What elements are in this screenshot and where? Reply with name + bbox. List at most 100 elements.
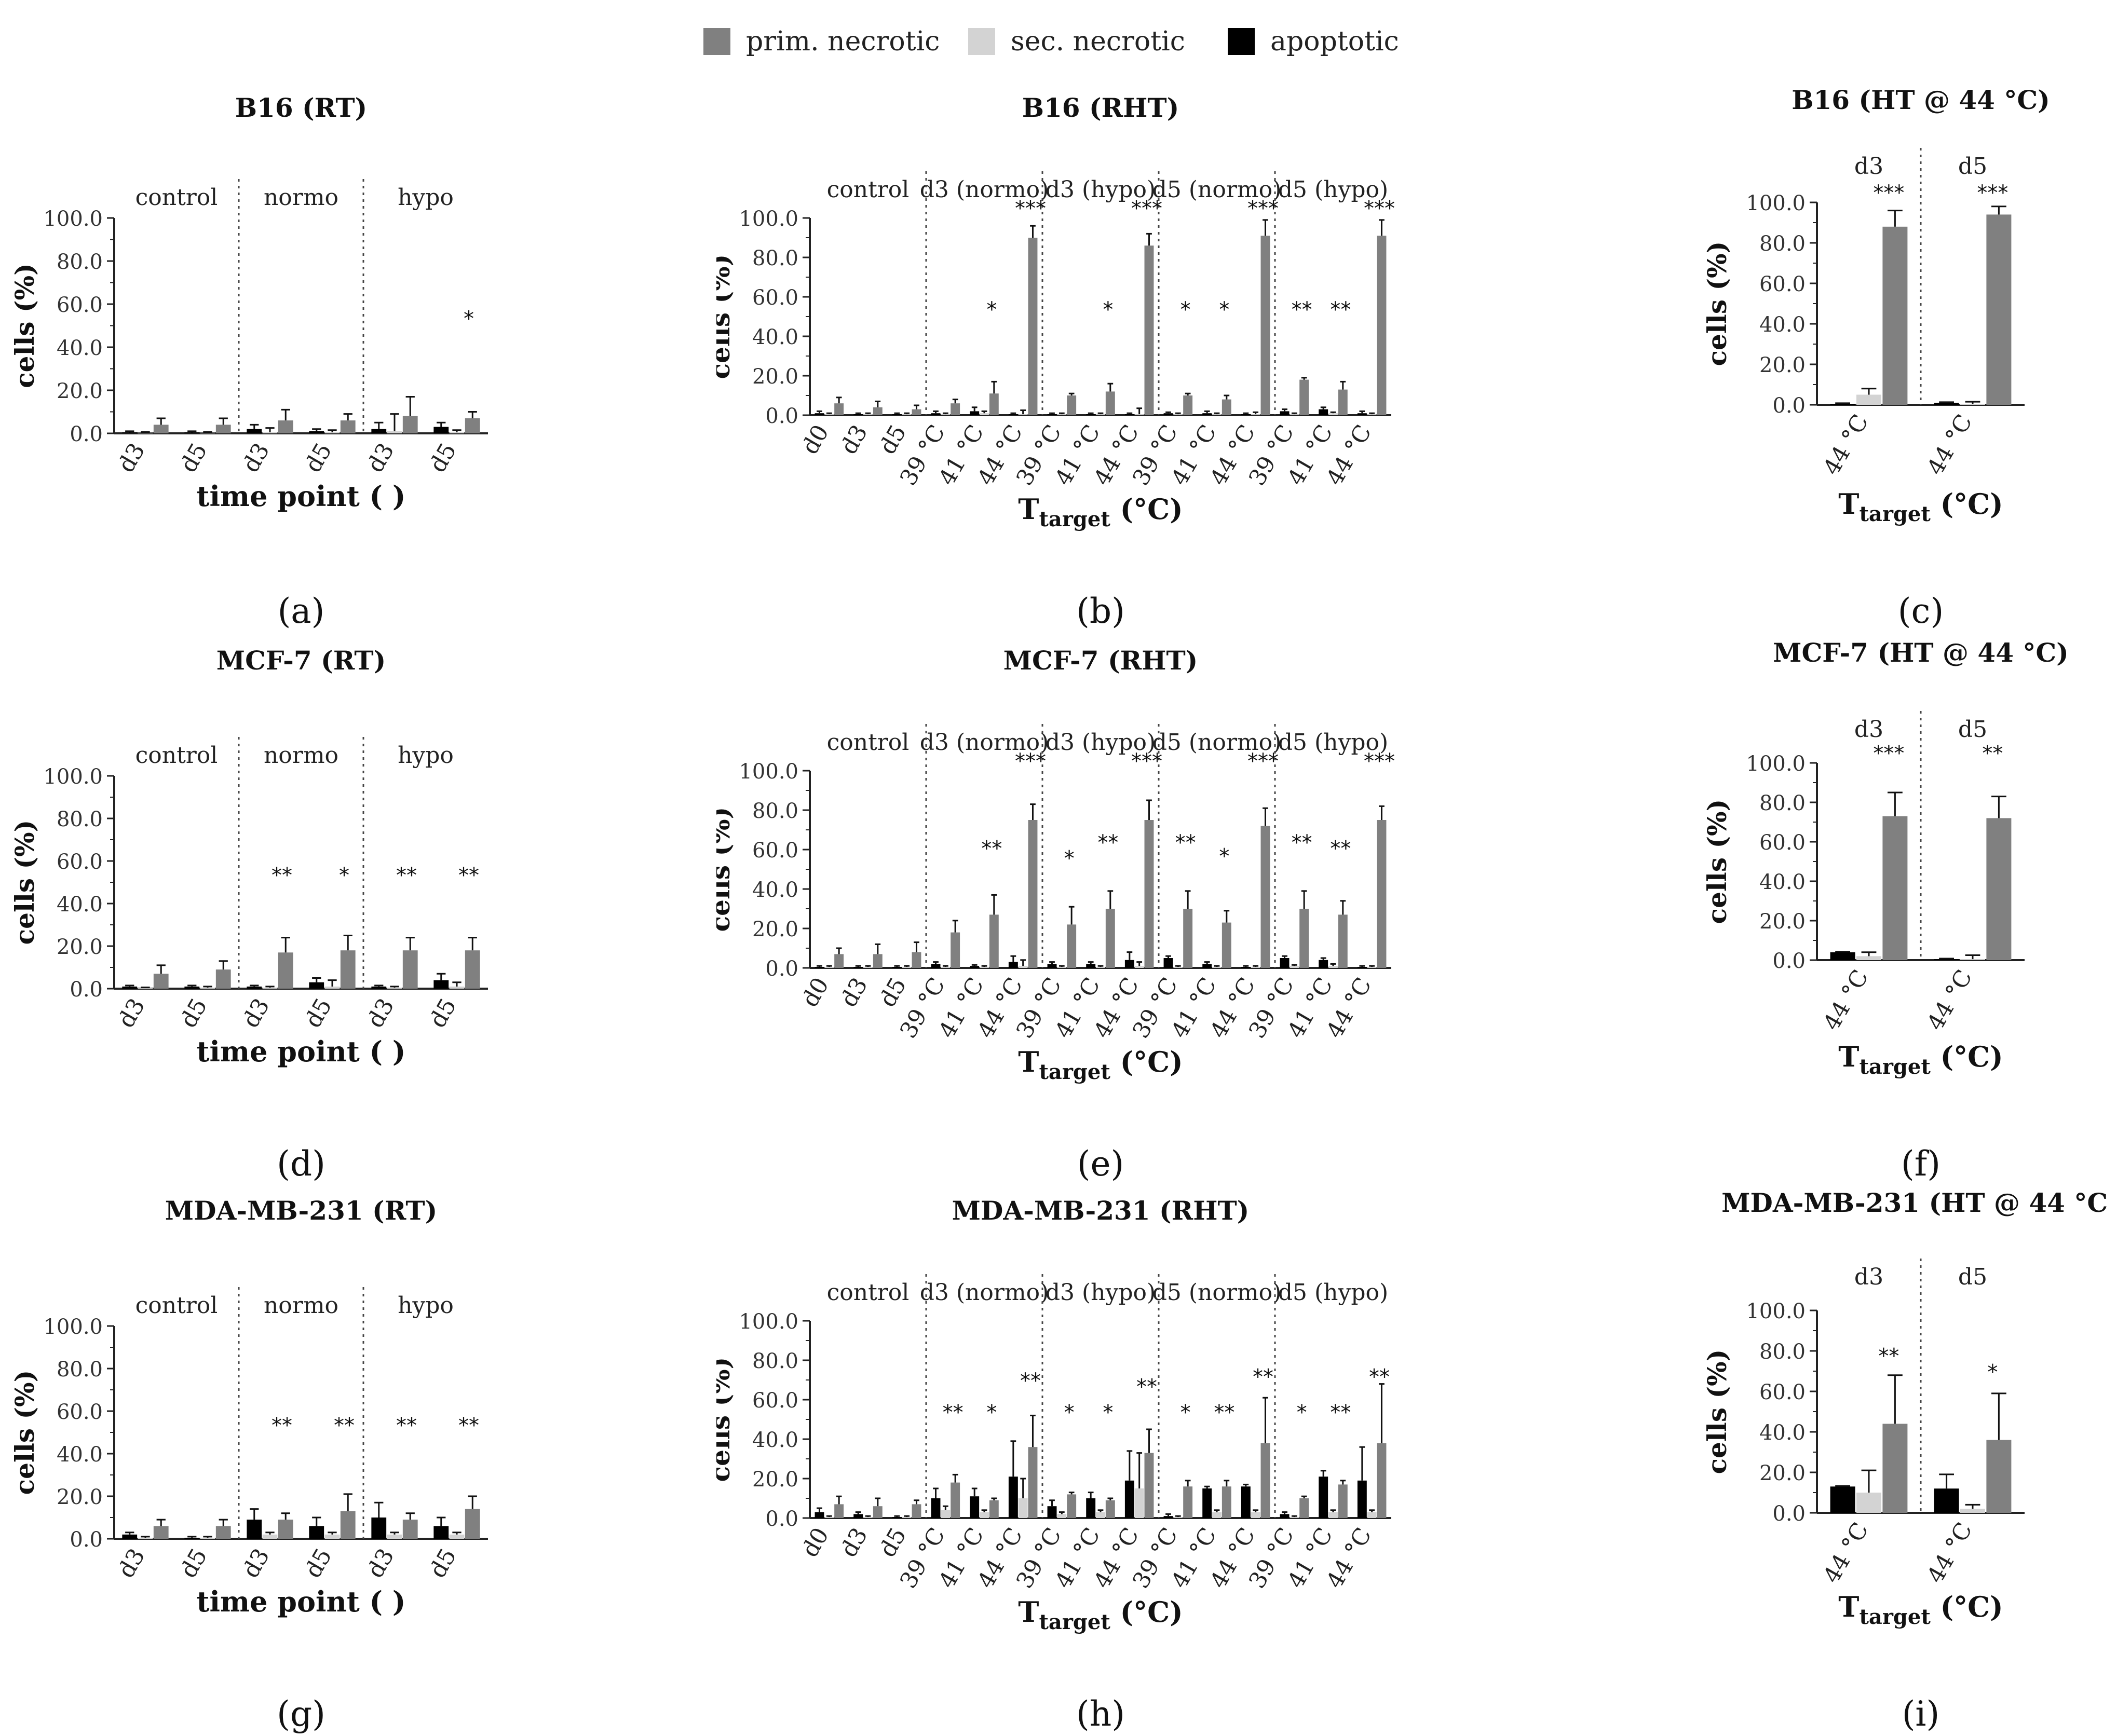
significance-annotation: ** xyxy=(1097,831,1118,855)
bar-apoptotic xyxy=(1319,409,1328,415)
bar-sec-necrotic xyxy=(1328,1512,1338,1518)
x-tick-label: d5 xyxy=(175,994,212,1032)
x-tick-label: d5 xyxy=(300,1544,337,1582)
bar-sec-necrotic xyxy=(262,1534,278,1539)
group-label: control xyxy=(827,1279,910,1306)
y-axis-label: cells (%) xyxy=(10,263,40,388)
bar-prim-necrotic xyxy=(951,403,960,415)
x-tick-label: d5 xyxy=(424,439,462,477)
bar-prim-necrotic xyxy=(1986,1440,2012,1513)
significance-annotation: ** xyxy=(334,1414,355,1438)
bar-apoptotic xyxy=(371,429,387,433)
bar-apoptotic xyxy=(931,1498,941,1518)
bar-prim-necrotic xyxy=(873,954,883,968)
bar-apoptotic xyxy=(1086,1498,1096,1518)
bar-sec-necrotic xyxy=(1134,1488,1144,1518)
chart-title: B16 (RT) xyxy=(235,92,367,123)
y-tick-label: 0.0 xyxy=(1772,949,1806,973)
bar-apoptotic xyxy=(1008,1477,1018,1518)
bar-sec-necrotic xyxy=(200,1537,215,1539)
significance-annotation: ** xyxy=(1369,1365,1390,1389)
bar-prim-necrotic xyxy=(1028,1447,1038,1518)
group-label: d5 (hypo) xyxy=(1278,729,1388,756)
y-tick-label: 60.0 xyxy=(57,1400,103,1424)
bar-sec-necrotic xyxy=(1057,967,1067,968)
bar-prim-necrotic xyxy=(912,1504,921,1518)
bar-apoptotic xyxy=(122,986,138,989)
group-label: d5 xyxy=(1958,1264,1987,1290)
x-axis-label: Ttarget (°C) xyxy=(1838,487,2003,526)
panel-letter: (f) xyxy=(1901,1144,1940,1181)
significance-annotation: ** xyxy=(1175,831,1196,855)
bar-sec-necrotic xyxy=(980,967,989,968)
bar-prim-necrotic xyxy=(1144,820,1154,968)
y-tick-label: 80.0 xyxy=(57,1358,103,1382)
bar-apoptotic xyxy=(853,967,863,968)
bar-prim-necrotic xyxy=(1338,389,1348,415)
x-tick-label: 44 °C xyxy=(1819,965,1874,1035)
chart-title: MDA-MB-231 (HT @ 44 °C) xyxy=(1721,1187,2108,1218)
bar-prim-necrotic xyxy=(1377,820,1387,968)
bar-sec-necrotic xyxy=(1856,394,1881,405)
group-label: control xyxy=(135,184,218,211)
y-tick-label: 0.0 xyxy=(765,404,798,428)
x-tick-label: d3 xyxy=(835,973,873,1011)
bar-apoptotic xyxy=(1241,414,1251,415)
significance-annotation: *** xyxy=(1015,749,1046,773)
chart-svg-d: MCF-7 (RT) 0.0 20.0 40.0 60.0 80.0 100.0 cells … xyxy=(10,645,488,1184)
y-tick-label: 20.0 xyxy=(1759,1461,1806,1485)
bar-sec-necrotic xyxy=(1018,1498,1028,1518)
y-tick-label: 60.0 xyxy=(752,286,798,310)
x-tick-label: d5 xyxy=(424,994,462,1032)
chart-title: MDA-MB-231 (RT) xyxy=(165,1195,438,1226)
significance-annotation: * xyxy=(986,1401,997,1425)
significance-annotation: * xyxy=(464,307,474,331)
group-label: d5 (hypo) xyxy=(1278,176,1388,203)
significance-annotation: ** xyxy=(1330,298,1351,322)
group-label: d3 xyxy=(1854,153,1883,180)
group-label: control xyxy=(135,1292,218,1319)
y-tick-label: 80.0 xyxy=(752,799,798,823)
bar-apoptotic xyxy=(1280,411,1290,415)
y-tick-label: 20.0 xyxy=(752,1468,798,1492)
bar-sec-necrotic xyxy=(863,414,873,415)
x-tick-label: d3 xyxy=(362,1544,399,1582)
bar-apoptotic xyxy=(122,1534,138,1539)
x-tick-label: 44 °C xyxy=(1922,965,1978,1035)
group-label: d5 xyxy=(1958,153,1987,180)
y-tick-label: 100.0 xyxy=(739,1310,798,1334)
bar-sec-necrotic xyxy=(1856,1493,1881,1513)
bar-apoptotic xyxy=(815,1512,824,1518)
bar-prim-necrotic xyxy=(1105,391,1115,415)
y-tick-label: 100.0 xyxy=(1746,192,1806,215)
legend-item-apoptotic: apoptotic xyxy=(1228,21,1399,62)
significance-annotation: * xyxy=(1180,298,1191,322)
bar-sec-necrotic xyxy=(200,987,215,989)
bar-prim-necrotic xyxy=(278,1520,293,1539)
legend-swatch-apoptotic xyxy=(1228,28,1255,55)
bar-prim-necrotic xyxy=(402,416,418,433)
y-tick-label: 20.0 xyxy=(57,379,103,403)
bar-apoptotic xyxy=(1124,960,1134,968)
bar-sec-necrotic xyxy=(1212,1512,1222,1518)
bar-apoptotic xyxy=(853,1514,863,1518)
bar-apoptotic xyxy=(892,967,902,968)
bar-apoptotic xyxy=(815,413,824,415)
bar-sec-necrotic xyxy=(1251,1512,1260,1518)
bar-sec-necrotic xyxy=(138,988,153,989)
x-tick-label: 44 °C xyxy=(1819,1518,1874,1588)
group-label: control xyxy=(135,742,218,769)
y-axis-label: cells (%) xyxy=(1702,241,1732,366)
y-axis-label: cells (%) xyxy=(716,254,736,379)
y-tick-label: 80.0 xyxy=(752,1349,798,1373)
x-tick-label: d5 xyxy=(300,994,337,1032)
bar-apoptotic xyxy=(1319,960,1328,968)
panel-letter: (b) xyxy=(1076,591,1125,631)
panel-letter: (i) xyxy=(1902,1694,1940,1731)
bar-sec-necrotic xyxy=(980,1512,989,1518)
bar-apoptotic xyxy=(970,966,980,968)
y-tick-label: 0.0 xyxy=(1772,394,1806,418)
bar-sec-necrotic xyxy=(1251,414,1260,415)
bar-sec-necrotic xyxy=(824,1517,834,1518)
bar-sec-necrotic xyxy=(1018,414,1028,415)
